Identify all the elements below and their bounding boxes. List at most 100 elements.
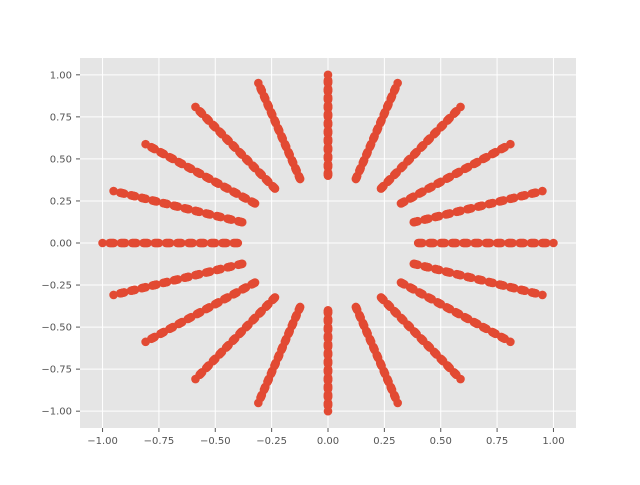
scatter-point (233, 216, 243, 226)
scatter-point (218, 238, 227, 248)
scatter-point (488, 198, 498, 208)
scatter-point (254, 398, 263, 408)
scatter-point (109, 290, 118, 300)
scatter-point (137, 193, 147, 203)
scatter-point (148, 281, 157, 290)
y-tick-label: −1.00 (41, 407, 72, 418)
scatter-point (206, 238, 216, 248)
scatter-point (519, 238, 529, 248)
scatter-point (115, 289, 125, 298)
scatter-point (254, 78, 263, 88)
x-axis-ticks: −1.00 −0.75 −0.50 −0.25 0.00 0.25 0.50 0.75 1.00 (87, 428, 565, 447)
scatter-point (418, 238, 427, 248)
scatter-point (488, 278, 498, 288)
scatter-point (467, 203, 476, 213)
scatter-point (139, 238, 148, 248)
scatter-point (169, 201, 179, 210)
scatter-point (109, 186, 118, 196)
scatter-point (201, 268, 211, 277)
x-tick-label: −0.75 (144, 436, 175, 447)
scatter-point (456, 374, 465, 384)
scatter-point (538, 290, 547, 300)
scatter-point (191, 206, 200, 216)
scatter-point (161, 238, 171, 248)
scatter-point (169, 276, 179, 285)
scatter-point (180, 273, 189, 283)
scatter-point (451, 238, 461, 248)
x-tick-label: −0.50 (200, 436, 231, 447)
scatter-point (477, 201, 487, 210)
y-tick-label: −0.50 (41, 323, 72, 334)
y-tick-label: −0.25 (41, 281, 72, 292)
scatter-point (223, 214, 232, 223)
scatter-point (429, 238, 438, 248)
scatter-point (98, 238, 107, 248)
scatter-point (424, 263, 433, 272)
scatter-point (323, 406, 333, 416)
scatter-point (413, 216, 423, 226)
scatter-point (229, 238, 238, 248)
scatter-point (141, 139, 150, 149)
scatter-point (150, 238, 159, 248)
scatter-point (127, 238, 137, 248)
scatter-point (499, 281, 508, 290)
y-axis-ticks: −1.00 −0.75 −0.50 −0.25 0.00 0.25 0.50 0.75 1.00 (41, 70, 80, 418)
y-tick-label: 0.75 (50, 112, 72, 123)
scatter-point (126, 286, 136, 296)
scatter-point (191, 374, 200, 384)
scatter-point (509, 283, 519, 293)
x-tick-label: 1.00 (542, 436, 564, 447)
scatter-point (184, 238, 193, 248)
scatter-point (115, 188, 125, 197)
scatter-point (456, 102, 465, 112)
scatter-point (126, 190, 136, 200)
scatter-point (463, 238, 472, 248)
scatter-point (413, 260, 423, 270)
x-tick-label: 0.00 (317, 436, 339, 447)
scatter-point (116, 238, 126, 248)
scatter-point (191, 270, 200, 280)
scatter-point (440, 238, 450, 248)
scatter-point (477, 276, 487, 285)
scatter-point (393, 398, 402, 408)
x-tick-label: −1.00 (87, 436, 118, 447)
scatter-point (506, 139, 515, 149)
scatter-point (148, 196, 157, 205)
x-tick-label: −0.25 (256, 436, 287, 447)
y-tick-label: 0.00 (50, 239, 72, 250)
scatter-point (485, 238, 495, 248)
scatter-point (456, 270, 465, 280)
scatter-point (549, 238, 558, 248)
scatter-point (531, 289, 541, 298)
scatter-point (542, 238, 551, 248)
scatter-point (137, 283, 147, 293)
y-tick-label: −0.75 (41, 365, 72, 376)
scatter-point (530, 238, 540, 248)
scatter-point (141, 337, 150, 347)
scatter-point (105, 238, 114, 248)
scatter-point (323, 70, 333, 80)
scatter-point (531, 188, 541, 197)
scatter-point (499, 196, 508, 205)
scatter-point (520, 286, 530, 296)
scatter-point (158, 278, 168, 288)
scatter-point (497, 238, 506, 248)
points (98, 70, 558, 416)
scatter-point (172, 238, 182, 248)
scatter-point (191, 102, 200, 112)
scatter-point (158, 198, 168, 208)
scatter-point (212, 211, 222, 221)
scatter-point (393, 78, 402, 88)
x-tick-label: 0.25 (373, 436, 395, 447)
scatter-point (445, 209, 455, 218)
scatter-point (508, 238, 517, 248)
scatter-point (212, 265, 222, 275)
scatter-point (434, 265, 444, 275)
y-tick-label: 0.50 (50, 154, 72, 165)
scatter-point (195, 238, 205, 248)
scatter-point (223, 263, 232, 272)
scatter-point (445, 268, 455, 277)
scatter-point (474, 238, 484, 248)
